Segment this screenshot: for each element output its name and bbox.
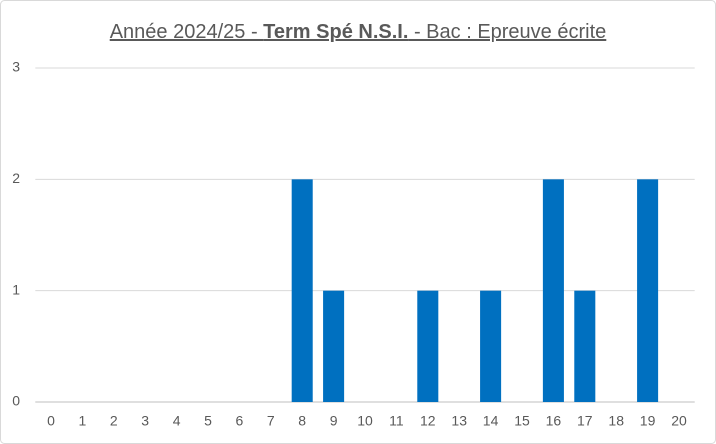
x-tick-label: 19 bbox=[640, 413, 656, 429]
x-tick-label: 8 bbox=[298, 413, 306, 429]
y-tick-label: 2 bbox=[12, 170, 20, 186]
title-part: Année 2024/25 - bbox=[110, 21, 263, 43]
bar bbox=[574, 290, 596, 402]
bar bbox=[637, 179, 659, 402]
x-tick-label: 16 bbox=[546, 413, 562, 429]
bar bbox=[417, 290, 439, 402]
x-tick-label: 9 bbox=[330, 413, 338, 429]
x-tick-label: 14 bbox=[483, 413, 499, 429]
x-tick-label: 6 bbox=[236, 413, 244, 429]
title-part: Term Spé N.S.I. bbox=[263, 21, 408, 43]
x-tick-label: 15 bbox=[514, 413, 530, 429]
y-tick-label: 3 bbox=[12, 59, 20, 75]
x-tick-label: 7 bbox=[267, 413, 275, 429]
x-tick-label: 10 bbox=[357, 413, 373, 429]
x-tick-label: 12 bbox=[420, 413, 436, 429]
bar bbox=[480, 290, 502, 402]
x-tick-label: 2 bbox=[110, 413, 118, 429]
bar bbox=[542, 179, 564, 402]
x-tick-label: 17 bbox=[577, 413, 593, 429]
x-tick-label: 1 bbox=[79, 413, 87, 429]
x-tick-label: 0 bbox=[47, 413, 55, 429]
y-tick-label: 0 bbox=[12, 393, 20, 409]
chart-title: Année 2024/25 - Term Spé N.S.I. - Bac : … bbox=[110, 21, 607, 43]
x-tick-label: 4 bbox=[173, 413, 181, 429]
y-tick-label: 1 bbox=[12, 281, 20, 297]
x-tick-label: 13 bbox=[451, 413, 467, 429]
x-tick-label: 18 bbox=[608, 413, 624, 429]
bar bbox=[291, 179, 313, 402]
x-tick-label: 3 bbox=[141, 413, 149, 429]
x-tick-label: 5 bbox=[204, 413, 212, 429]
x-tick-label: 11 bbox=[389, 413, 404, 429]
title-part: - Bac : Epreuve écrite bbox=[408, 21, 606, 43]
bar bbox=[323, 290, 345, 402]
x-tick-label: 20 bbox=[671, 413, 687, 429]
